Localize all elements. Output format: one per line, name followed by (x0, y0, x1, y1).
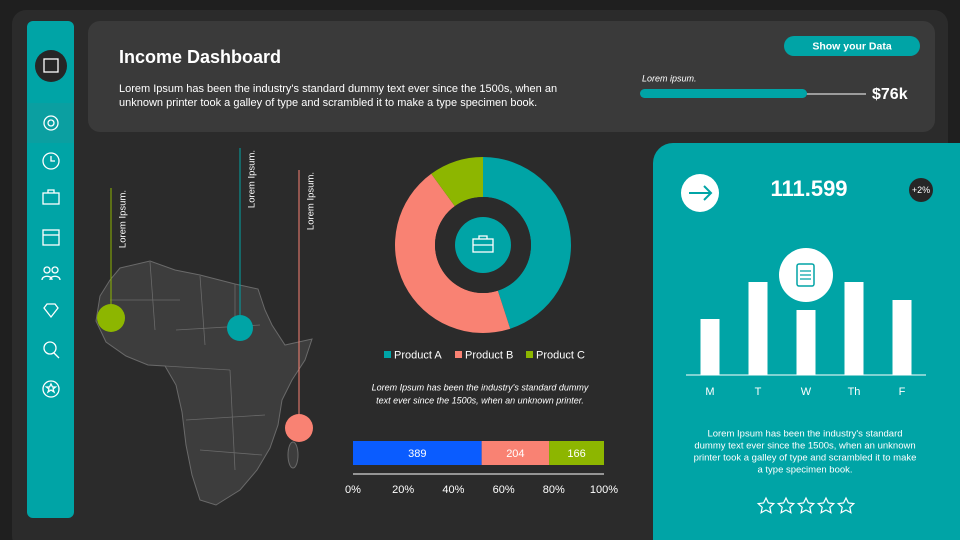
progress-fill (640, 89, 807, 98)
header-text: unknown printer took a galley of type an… (119, 97, 537, 109)
pin (227, 315, 253, 341)
legend-swatch (526, 351, 533, 358)
icon (689, 185, 713, 201)
pin-label: Lorem Ipsum. (118, 190, 129, 248)
x-tick-label: M (705, 386, 714, 398)
progress-label: Lorem ipsum. (642, 73, 697, 83)
legend-label: Product A (394, 349, 442, 361)
legend-label: Product C (536, 349, 585, 361)
x-tick-label: F (899, 386, 906, 398)
donut-caption: Lorem Ipsum has been the industry's stan… (372, 382, 589, 392)
title: Income Dashboard (119, 47, 281, 67)
legend-label: Product B (465, 349, 513, 361)
icon (800, 270, 811, 280)
data-label: 389 (408, 448, 426, 460)
x-tick-label: 60% (493, 484, 515, 496)
sidebar-logo[interactable] (35, 50, 67, 82)
x-tick-label: 20% (392, 484, 414, 496)
button-label[interactable]: Show your Data (812, 40, 892, 52)
icon (43, 58, 59, 73)
icon (796, 263, 815, 287)
x-tick-label: 80% (543, 484, 565, 496)
sidebar-selected[interactable] (27, 103, 74, 143)
legend-swatch (384, 351, 391, 358)
x-tick-label: 0% (345, 484, 361, 496)
bar-segment (549, 441, 604, 465)
donut-caption: text ever since the 1500s, when an unkno… (376, 395, 584, 405)
donut-slice (483, 157, 571, 329)
data-label: 166 (567, 448, 585, 460)
donut-slice (431, 157, 483, 207)
pin (285, 414, 313, 442)
bar-segment (481, 441, 550, 465)
pin (97, 304, 125, 332)
header-panel (88, 21, 935, 132)
x-tick-label: W (801, 386, 812, 398)
pin-label: Lorem Ipsum. (247, 150, 258, 208)
x-tick-label: T (755, 386, 762, 398)
panel-text: printer took a galley of type and scramb… (694, 453, 917, 464)
pin-label: Lorem Ipsum. (306, 172, 317, 230)
rating-stars[interactable] (756, 496, 856, 514)
bar (796, 310, 816, 375)
bar-segment (353, 441, 482, 465)
kpi-value: 111.599 (770, 176, 847, 201)
bar (844, 282, 864, 375)
bar (892, 300, 912, 375)
data-label: 204 (506, 448, 524, 460)
panel-text: Lorem Ipsum has been the industry's stan… (707, 429, 902, 440)
x-tick-label: 100% (590, 484, 618, 496)
donut-slice (395, 173, 511, 333)
bar (748, 282, 768, 375)
kpi-badge (909, 178, 933, 202)
legend-swatch (455, 351, 462, 358)
kpi-badge-text: +2% (912, 185, 930, 195)
africa-map (95, 260, 313, 506)
x-tick-label: Th (848, 386, 861, 398)
panel-text: dummy text ever since the 1500s, when an… (694, 441, 915, 452)
bar (700, 319, 720, 375)
x-tick-label: 40% (442, 484, 464, 496)
header-text: Lorem Ipsum has been the industry's stan… (119, 83, 557, 95)
sidebar-icons[interactable] (41, 115, 61, 398)
progress-value: $76k (872, 86, 908, 103)
show-data-button[interactable] (784, 36, 920, 56)
panel-text: a type specimen book. (757, 465, 852, 476)
icon (473, 235, 493, 246)
